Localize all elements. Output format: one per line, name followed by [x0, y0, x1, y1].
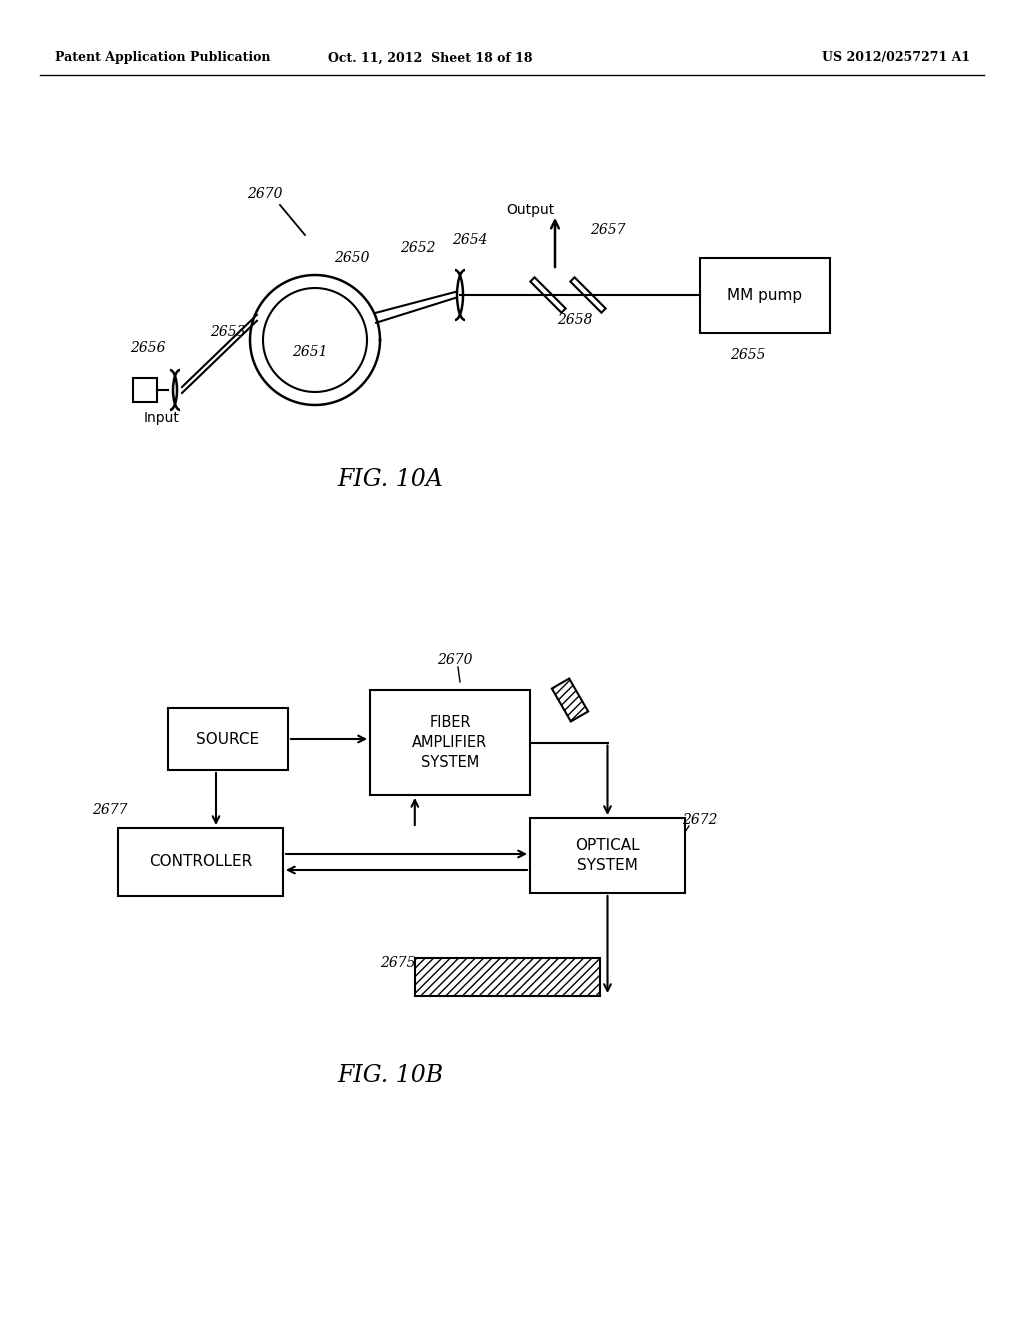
Text: 2655: 2655 [730, 348, 766, 362]
Text: SOURCE: SOURCE [197, 731, 259, 747]
FancyBboxPatch shape [700, 257, 830, 333]
Text: Input: Input [144, 411, 180, 425]
Text: Patent Application Publication: Patent Application Publication [55, 51, 270, 65]
Text: US 2012/0257271 A1: US 2012/0257271 A1 [822, 51, 970, 65]
FancyBboxPatch shape [118, 828, 283, 896]
FancyBboxPatch shape [133, 378, 157, 403]
Text: 2657: 2657 [590, 223, 626, 238]
Text: 2653: 2653 [210, 325, 246, 339]
Text: 2658: 2658 [557, 313, 593, 327]
Text: 2677: 2677 [92, 803, 128, 817]
Text: FIG. 10B: FIG. 10B [337, 1064, 443, 1086]
Text: 2652: 2652 [400, 242, 436, 255]
Polygon shape [570, 277, 605, 313]
Text: 2650: 2650 [334, 251, 370, 265]
Text: CONTROLLER: CONTROLLER [148, 854, 252, 870]
Text: 2670: 2670 [437, 653, 473, 667]
Text: Output: Output [506, 203, 554, 216]
Polygon shape [530, 277, 565, 313]
Text: FIG. 10A: FIG. 10A [337, 469, 442, 491]
Text: 2651: 2651 [292, 345, 328, 359]
Text: OPTICAL
SYSTEM: OPTICAL SYSTEM [575, 838, 640, 873]
Text: MM pump: MM pump [727, 288, 803, 304]
FancyBboxPatch shape [530, 818, 685, 894]
Text: 2675: 2675 [380, 956, 416, 970]
Text: FIBER
AMPLIFIER
SYSTEM: FIBER AMPLIFIER SYSTEM [413, 715, 487, 770]
Text: Oct. 11, 2012  Sheet 18 of 18: Oct. 11, 2012 Sheet 18 of 18 [328, 51, 532, 65]
FancyBboxPatch shape [370, 690, 530, 795]
Text: 2654: 2654 [453, 234, 487, 247]
FancyBboxPatch shape [168, 708, 288, 770]
Text: 2656: 2656 [130, 341, 166, 355]
Text: 2670: 2670 [247, 187, 283, 201]
Text: 2672: 2672 [682, 813, 718, 828]
